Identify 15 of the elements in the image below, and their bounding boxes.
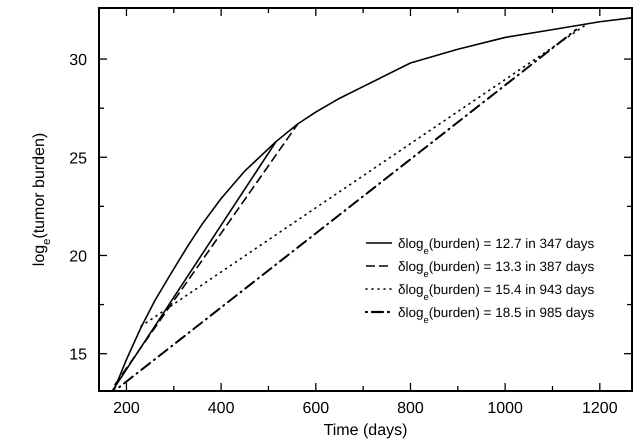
x-tick-label: 200 <box>113 400 140 417</box>
y-tick-label: 15 <box>69 346 88 364</box>
legend-label: δlog$_{e}$(burden) = 13.3 in 387 days <box>398 259 595 280</box>
x-tick-label: 1200 <box>582 400 618 417</box>
x-tick-label: 600 <box>302 400 330 417</box>
x-tick-label: 1000 <box>487 400 524 417</box>
y-tick-label: 30 <box>69 52 88 70</box>
x-axis-title: Time (days) <box>324 422 408 439</box>
legend-label: δlog$_{e}$(burden) = 12.7 in 347 days <box>398 236 595 256</box>
legend-label: δlog$_{e}$(burden) = 18.5 in 985 days <box>398 305 595 326</box>
x-tick-label: 800 <box>397 400 424 417</box>
y-tick-label: 25 <box>69 150 88 168</box>
legend-label: δlog$_{e}$(burden) = 15.4 in 943 days <box>398 282 595 302</box>
x-tick-label: 400 <box>208 400 235 417</box>
y-tick-label: 20 <box>69 248 88 266</box>
